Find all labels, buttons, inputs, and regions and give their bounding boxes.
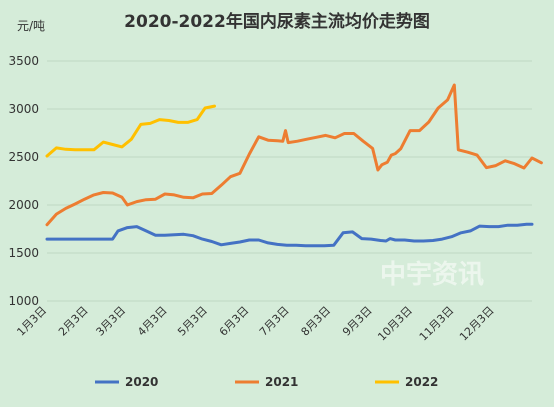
x-tick-label: 2月3日 xyxy=(56,304,91,339)
series-line-2021 xyxy=(45,83,543,227)
x-tick-label: 5月3日 xyxy=(175,304,210,339)
legend-label: 2021 xyxy=(265,375,298,389)
y-tick-label: 1000 xyxy=(8,294,39,308)
y-tick-label: 3000 xyxy=(8,102,39,116)
x-tick-label: 11月3日 xyxy=(417,304,457,344)
legend-label: 2022 xyxy=(405,375,438,389)
y-tick-label: 3500 xyxy=(8,54,39,68)
chart-title: 2020-2022年国内尿素主流均价走势图 xyxy=(124,11,430,32)
legend-label: 2020 xyxy=(125,375,158,389)
x-tick-label: 10月3日 xyxy=(375,304,415,344)
y-axis-ticks: 1000 1500 2000 2500 3000 3500 xyxy=(8,54,39,308)
x-tick-label: 9月3日 xyxy=(340,304,375,339)
x-tick-label: 1月3日 xyxy=(14,304,49,339)
legend: 2020 2021 2022 xyxy=(95,375,438,389)
x-axis-ticks: 1月3日 2月3日 3月3日 4月3日 5月3日 6月3日 7月3日 8月3日 9月3日 10月3… xyxy=(14,304,496,344)
x-tick-label: 7月3日 xyxy=(257,304,292,339)
x-tick-label: 6月3日 xyxy=(217,304,252,339)
y-tick-label: 2000 xyxy=(8,198,39,212)
y-tick-label: 2500 xyxy=(8,150,39,164)
y-tick-label: 1500 xyxy=(8,246,39,260)
x-tick-label: 4月3日 xyxy=(135,304,170,339)
series-lines xyxy=(45,83,543,248)
watermark-logo: 中宇资讯 xyxy=(380,260,484,290)
x-tick-label: 12月3日 xyxy=(457,304,497,344)
x-tick-label: 3月3日 xyxy=(94,304,129,339)
x-tick-label: 8月3日 xyxy=(299,304,334,339)
y-axis-unit-label: 元/吨 xyxy=(17,19,45,33)
series-line-2022 xyxy=(45,104,216,158)
series-line-2020 xyxy=(45,222,534,248)
